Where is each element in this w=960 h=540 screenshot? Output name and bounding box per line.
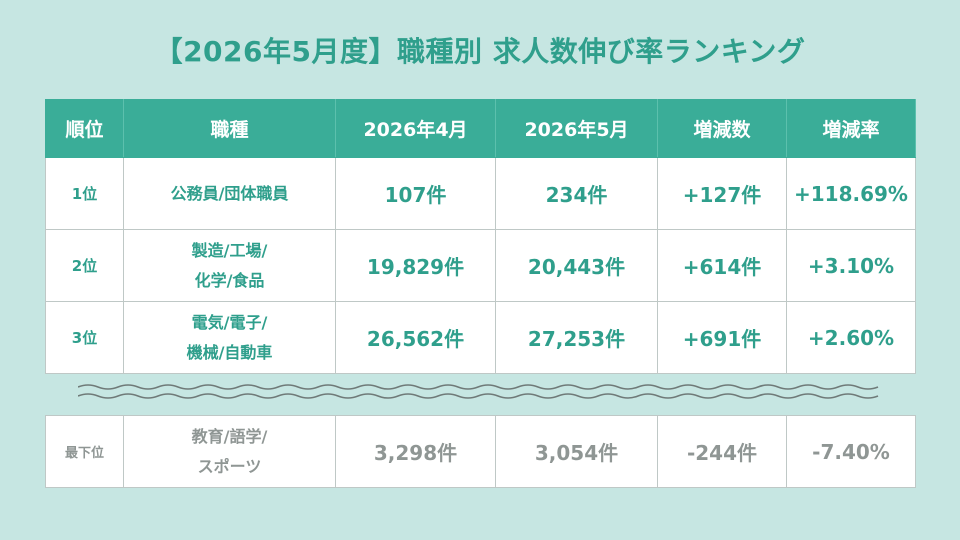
job-label: 製造/工場/	[191, 240, 268, 260]
wave-divider	[78, 384, 879, 399]
job-label: 化学/食品	[194, 270, 265, 290]
header-rate: 増減率	[786, 99, 916, 158]
table-row-lowest: 最下位 教育/語学/ スポーツ 3,298件 3,054件 -244件 -7.4…	[45, 415, 916, 488]
header-diff: 増減数	[657, 99, 787, 158]
table-header-row: 順位 職種 2026年4月 2026年5月 増減数 増減率	[45, 99, 916, 158]
job-label: 教育/語学/	[191, 426, 268, 446]
job-cell: 電気/電子/ 機械/自動車	[123, 301, 336, 374]
april-cell: 19,829件	[335, 229, 496, 302]
rate-cell: +2.60%	[786, 301, 916, 374]
table-row: 2位 製造/工場/ 化学/食品 19,829件 20,443件 +614件 +3…	[45, 229, 916, 302]
may-cell: 27,253件	[495, 301, 658, 374]
diff-cell: +127件	[657, 157, 787, 230]
job-cell: 製造/工場/ 化学/食品	[123, 229, 336, 302]
lowest-rank-table: 最下位 教育/語学/ スポーツ 3,298件 3,054件 -244件 -7.4…	[45, 415, 916, 488]
header-may: 2026年5月	[495, 99, 658, 158]
header-job: 職種	[123, 99, 336, 158]
may-cell: 3,054件	[495, 415, 658, 488]
diff-cell: +691件	[657, 301, 787, 374]
job-cell: 公務員/団体職員	[123, 157, 336, 230]
april-cell: 107件	[335, 157, 496, 230]
job-label: 電気/電子/	[191, 312, 268, 332]
may-cell: 234件	[495, 157, 658, 230]
rate-cell: +118.69%	[786, 157, 916, 230]
rank-cell: 2位	[45, 229, 124, 302]
job-label: スポーツ	[197, 456, 262, 476]
ranking-table: 順位 職種 2026年4月 2026年5月 増減数 増減率 1位 公務員/団体職…	[45, 99, 916, 374]
rate-cell: +3.10%	[786, 229, 916, 302]
job-cell: 教育/語学/ スポーツ	[123, 415, 336, 488]
rank-cell: 1位	[45, 157, 124, 230]
header-rank: 順位	[45, 99, 124, 158]
april-cell: 3,298件	[335, 415, 496, 488]
job-label: 公務員/団体職員	[170, 183, 289, 203]
rate-cell: -7.40%	[786, 415, 916, 488]
diff-cell: +614件	[657, 229, 787, 302]
may-cell: 20,443件	[495, 229, 658, 302]
april-cell: 26,562件	[335, 301, 496, 374]
page-title: 【2026年5月度】職種別 求人数伸び率ランキング	[154, 35, 806, 68]
job-label: 機械/自動車	[186, 342, 273, 362]
rank-cell: 3位	[45, 301, 124, 374]
rank-cell: 最下位	[45, 415, 124, 488]
table-row: 3位 電気/電子/ 機械/自動車 26,562件 27,253件 +691件 +…	[45, 301, 916, 374]
diff-cell: -244件	[657, 415, 787, 488]
table-row: 1位 公務員/団体職員 107件 234件 +127件 +118.69%	[45, 157, 916, 230]
header-april: 2026年4月	[335, 99, 496, 158]
